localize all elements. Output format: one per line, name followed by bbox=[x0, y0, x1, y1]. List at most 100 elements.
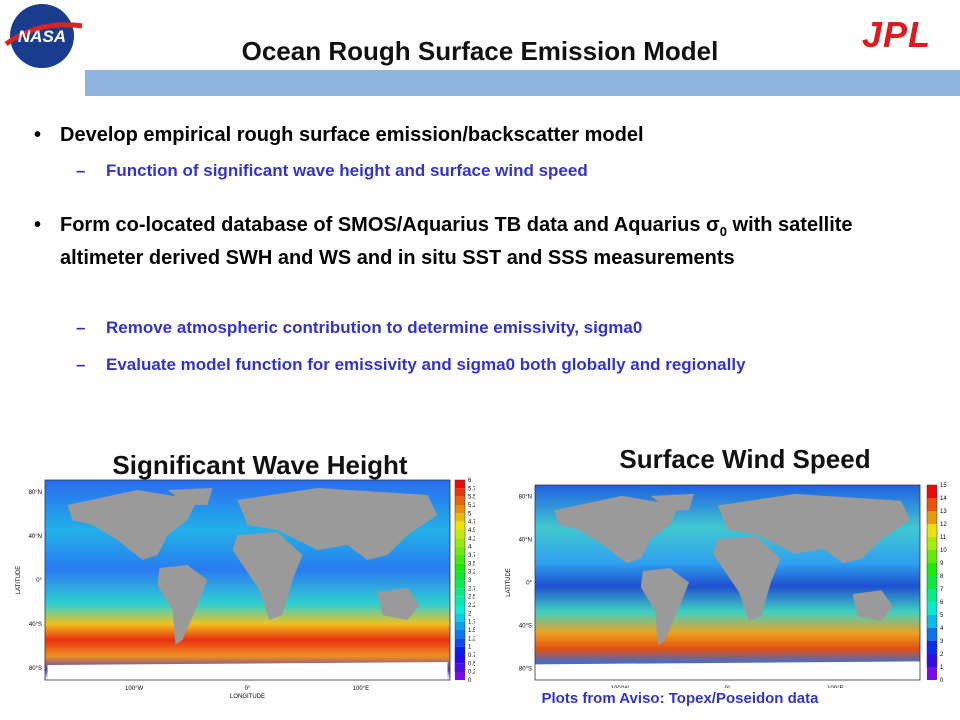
colorbar-swatch bbox=[927, 524, 937, 537]
subscript: 0 bbox=[719, 224, 727, 239]
colorbar-swatch bbox=[927, 550, 937, 563]
colorbar-label: 4 bbox=[940, 626, 944, 632]
colorbar-swatch bbox=[927, 563, 937, 576]
lon-label: 100°W bbox=[125, 686, 143, 692]
colorbar-label: 1 bbox=[940, 665, 944, 671]
colorbar-label: 13 bbox=[940, 509, 947, 515]
colorbar-swatch bbox=[455, 521, 465, 530]
colorbar-swatch bbox=[455, 605, 465, 614]
colorbar-swatch bbox=[927, 654, 937, 667]
sub-bullet: – Remove atmospheric contribution to dete… bbox=[76, 318, 643, 337]
colorbar-swatch bbox=[927, 485, 937, 498]
colorbar-swatch bbox=[927, 589, 937, 602]
colorbar-swatch bbox=[455, 480, 465, 489]
lat-label: 0° bbox=[526, 581, 532, 587]
footer: Plots from Aviso: Topex/Poseidon data bbox=[541, 690, 819, 707]
lat-axis-label: LATITUDE bbox=[16, 566, 22, 595]
colorbar-swatch bbox=[455, 555, 465, 564]
colorbar-swatch bbox=[455, 588, 465, 597]
lat-axis-label: LATITUDE bbox=[506, 568, 512, 597]
colorbar-swatch bbox=[455, 638, 465, 647]
colorbar-label: 0.5 bbox=[468, 661, 475, 667]
colorbar-label: 7 bbox=[940, 587, 944, 593]
colorbar-label: 15 bbox=[940, 483, 947, 489]
colorbar-label: 0.75 bbox=[468, 653, 475, 659]
colorbar-label: 2.75 bbox=[468, 586, 475, 592]
bullet-text: with satellite altimeter derived SWH and… bbox=[60, 214, 853, 269]
colorbar-label: 10 bbox=[940, 548, 947, 554]
lon-label: 0° bbox=[725, 686, 731, 688]
colorbar-swatch bbox=[927, 615, 937, 628]
colorbar-label: 14 bbox=[940, 496, 947, 502]
lat-label: 80°N bbox=[519, 495, 532, 501]
lat-label: 40°N bbox=[29, 534, 42, 540]
colorbar-swatch bbox=[455, 546, 465, 555]
colorbar-swatch bbox=[455, 596, 465, 605]
bullet: • Form co-located database of SMOS/Aquari… bbox=[34, 214, 853, 269]
colorbar-label: 4.5 bbox=[468, 528, 475, 534]
lat-label: 80°N bbox=[29, 490, 42, 496]
colorbar-label: 1.5 bbox=[468, 628, 475, 634]
colorbar-swatch bbox=[455, 571, 465, 580]
colorbar-label: 8 bbox=[940, 574, 944, 580]
colorbar-label: 3.25 bbox=[468, 570, 475, 576]
colorbar-label: 3.5 bbox=[468, 561, 475, 567]
colorbar-swatch bbox=[455, 538, 465, 547]
colorbar-swatch bbox=[455, 655, 465, 664]
lat-label: 40°S bbox=[519, 623, 532, 629]
colorbar-label: 11 bbox=[940, 535, 947, 541]
colorbar-swatch bbox=[455, 505, 465, 514]
colorbar-swatch bbox=[455, 663, 465, 672]
bullet-text: Develop empirical rough surface emission… bbox=[60, 124, 644, 146]
colorbar-label: 5.25 bbox=[468, 503, 475, 509]
colorbar-swatch bbox=[927, 511, 937, 524]
lat-label: 80°S bbox=[29, 666, 42, 672]
colorbar-label: 0 bbox=[940, 678, 944, 684]
lon-axis-label: LONGITUDE bbox=[230, 694, 265, 700]
colorbar-label: 2.5 bbox=[468, 595, 475, 601]
lat-label: 40°N bbox=[519, 538, 532, 544]
nasa-logo: NASA bbox=[4, 4, 83, 68]
lon-label: 100°E bbox=[827, 686, 843, 688]
colorbar-swatch bbox=[455, 646, 465, 655]
colorbar-label: 5 bbox=[468, 511, 472, 517]
colorbar-swatch bbox=[927, 667, 937, 680]
bullet-text: Form co-located database of SMOS/Aquariu… bbox=[60, 214, 720, 236]
map-panel: 80°N40°N0°40°S80°S100°W0°100°ELATITUDELO… bbox=[506, 483, 947, 688]
colorbar-swatch bbox=[455, 613, 465, 622]
lon-label: 0° bbox=[245, 686, 251, 692]
sub-text: Function of significant wave height and … bbox=[106, 161, 588, 180]
colorbar-frame bbox=[454, 479, 466, 672]
lat-label: 80°S bbox=[519, 666, 532, 672]
colorbar-label: 6 bbox=[940, 600, 944, 606]
colorbar-label: 4 bbox=[468, 545, 472, 551]
sub-bullet: – Function of significant wave height and… bbox=[76, 161, 588, 180]
colorbar-label: 1.75 bbox=[468, 620, 475, 626]
sub-text: Evaluate model function for emissivity a… bbox=[106, 355, 746, 374]
colorbar-swatch bbox=[927, 602, 937, 615]
title-band bbox=[85, 70, 960, 96]
colorbar-swatch bbox=[455, 513, 465, 522]
colorbar-swatch bbox=[927, 641, 937, 654]
lat-label: 40°S bbox=[29, 622, 42, 628]
colorbar-label: 1.25 bbox=[468, 636, 475, 642]
colorbar-label: 12 bbox=[940, 522, 947, 528]
colorbar-swatch bbox=[927, 537, 937, 550]
map-title: Significant Wave Height bbox=[112, 450, 408, 480]
colorbar-label: 1 bbox=[468, 645, 472, 651]
colorbar-swatch bbox=[455, 630, 465, 639]
colorbar-swatch bbox=[927, 498, 937, 511]
map-frame bbox=[534, 484, 921, 681]
jpl-logo: JPL bbox=[862, 14, 932, 55]
lon-label: 100°E bbox=[353, 686, 369, 692]
colorbar-label: 5.75 bbox=[468, 486, 475, 492]
title: Ocean Rough Surface Emission Model bbox=[241, 36, 719, 66]
colorbar-label: 0.25 bbox=[468, 670, 475, 676]
colorbar-swatch bbox=[455, 621, 465, 630]
colorbar-label: 2 bbox=[940, 652, 944, 658]
colorbar-label: 6 bbox=[468, 478, 472, 484]
colorbar-swatch bbox=[455, 496, 465, 505]
colorbar-swatch bbox=[455, 563, 465, 572]
